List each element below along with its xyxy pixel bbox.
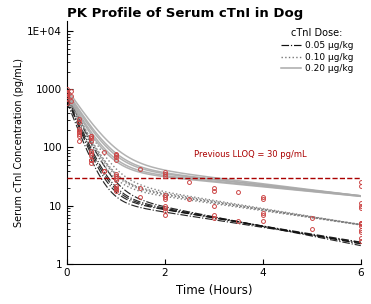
0.05 μg/kg [160,206,165,209]
Line: 0.10 μg/kg: 0.10 μg/kg [67,94,361,225]
Text: PK Profile of Serum cTnI in Dog: PK Profile of Serum cTnI in Dog [67,7,303,20]
0.20 μg/kg [100,138,105,142]
0.05 μg/kg [100,167,105,171]
0.10 μg/kg [160,192,165,196]
0.05 μg/kg [277,227,281,231]
0.20 μg/kg [181,174,186,177]
0.20 μg/kg [278,185,283,188]
0.05 μg/kg [181,210,186,213]
0.10 μg/kg [181,196,186,199]
0.10 μg/kg [65,92,69,95]
0.10 μg/kg [277,211,281,214]
0.05 μg/kg [65,94,69,98]
Text: Previous LLOQ = 30 pg/mL: Previous LLOQ = 30 pg/mL [194,150,307,159]
0.05 μg/kg [278,227,283,231]
0.20 μg/kg [277,185,281,188]
0.20 μg/kg [250,182,254,185]
X-axis label: Time (Hours): Time (Hours) [175,284,252,297]
Legend: 0.05 μg/kg, 0.10 μg/kg, 0.20 μg/kg: 0.05 μg/kg, 0.10 μg/kg, 0.20 μg/kg [278,26,356,76]
Line: 0.05 μg/kg: 0.05 μg/kg [67,96,361,244]
0.10 μg/kg [100,155,105,159]
Y-axis label: Serum cTnI Concentration (pg/mL): Serum cTnI Concentration (pg/mL) [14,58,24,227]
0.10 μg/kg [278,211,283,214]
0.05 μg/kg [250,222,254,226]
0.20 μg/kg [160,171,165,174]
0.20 μg/kg [65,89,69,93]
0.05 μg/kg [358,242,363,246]
0.10 μg/kg [358,223,363,227]
0.20 μg/kg [358,194,363,198]
Line: 0.20 μg/kg: 0.20 μg/kg [67,91,361,196]
0.10 μg/kg [250,206,254,210]
